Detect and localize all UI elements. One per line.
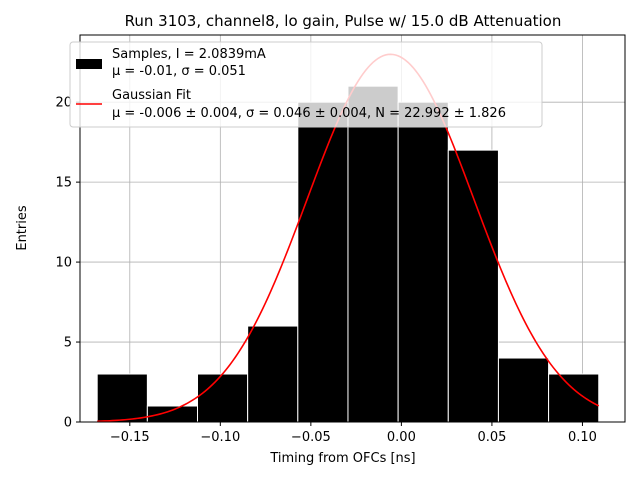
x-tick-label: 0.05 [477, 430, 506, 445]
histogram-bar [297, 101, 349, 423]
histogram-bar [197, 373, 249, 423]
y-tick-label: 15 [55, 176, 72, 191]
x-axis-ticks: −0.15 −0.10 −0.05 0.00 0.05 0.10 [110, 422, 597, 445]
y-axis-ticks: 0 5 10 15 20 [55, 96, 80, 431]
legend-samples-label: Samples, I = 2.0839mA [112, 47, 266, 62]
legend-fit-stats: μ = -0.006 ± 0.004, σ = 0.046 ± 0.004, N… [112, 106, 506, 121]
histogram-bar [146, 405, 199, 423]
x-axis-label: Timing from OFCs [ns] [269, 451, 415, 466]
chart-title: Run 3103, channel8, lo gain, Pulse w/ 15… [125, 12, 562, 30]
y-axis-label: Entries [15, 205, 30, 251]
histogram-bars [96, 85, 600, 423]
legend-fit-label: Gaussian Fit [112, 88, 191, 103]
legend-box [69, 41, 543, 128]
x-tick-label: −0.05 [291, 430, 331, 445]
y-tick-label: 10 [55, 256, 72, 271]
y-tick-label: 0 [64, 416, 72, 431]
x-tick-label: 0.00 [387, 430, 416, 445]
x-tick-label: 0.10 [568, 430, 597, 445]
plot-frame [79, 34, 626, 423]
x-tick-label: −0.15 [110, 430, 150, 445]
legend-samples-swatch [76, 59, 102, 69]
y-tick-label: 20 [55, 96, 72, 111]
histogram-bar [447, 149, 499, 423]
x-tick-label: −0.10 [200, 430, 240, 445]
legend: Samples, I = 2.0839mA μ = -0.01, σ = 0.0… [69, 41, 543, 128]
histogram-bar [497, 357, 550, 423]
y-tick-label: 5 [64, 336, 72, 351]
histogram-bar [397, 101, 449, 423]
histogram-bar [347, 85, 399, 423]
histogram-bar [96, 373, 148, 423]
histogram-bar [548, 373, 600, 423]
histogram-bar [247, 325, 299, 423]
legend-samples-stats: μ = -0.01, σ = 0.051 [112, 64, 246, 79]
